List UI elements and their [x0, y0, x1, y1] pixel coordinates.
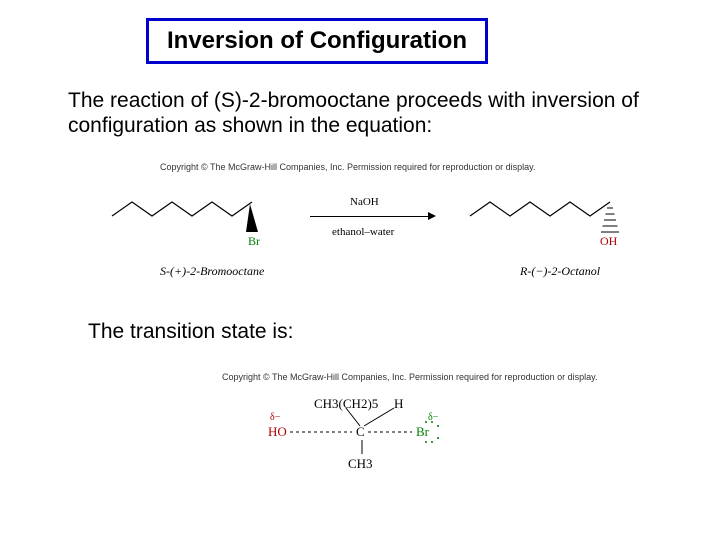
copyright-line-2: Copyright © The McGraw-Hill Companies, I…	[222, 372, 597, 382]
page-title: Inversion of Configuration	[167, 27, 467, 54]
transition-state-diagram: CH3(CH2)5 H δ− HO C δ− Br CH3	[256, 390, 476, 510]
ts-bonds-icon	[256, 390, 476, 500]
reaction-scheme: Br NaOH ethanol–water OH S-(+)-2-Bromooc…	[110, 178, 630, 298]
reaction-arrow-line	[310, 216, 430, 217]
product-group: OH	[600, 234, 617, 249]
copyright-line-1: Copyright © The McGraw-Hill Companies, I…	[160, 162, 535, 172]
product-name: R-(−)-2-Octanol	[520, 264, 600, 279]
title-box: Inversion of Configuration	[146, 18, 488, 64]
reaction-arrow-head-icon	[428, 212, 436, 220]
reactant-leaving-group: Br	[248, 234, 260, 249]
reagent-top: NaOH	[350, 196, 379, 208]
reactant-name: S-(+)-2-Bromooctane	[160, 264, 264, 279]
reagent-bottom: ethanol–water	[332, 226, 394, 238]
paragraph-transition-state: The transition state is:	[88, 320, 293, 344]
paragraph-intro: The reaction of (S)-2-bromooctane procee…	[68, 88, 668, 138]
